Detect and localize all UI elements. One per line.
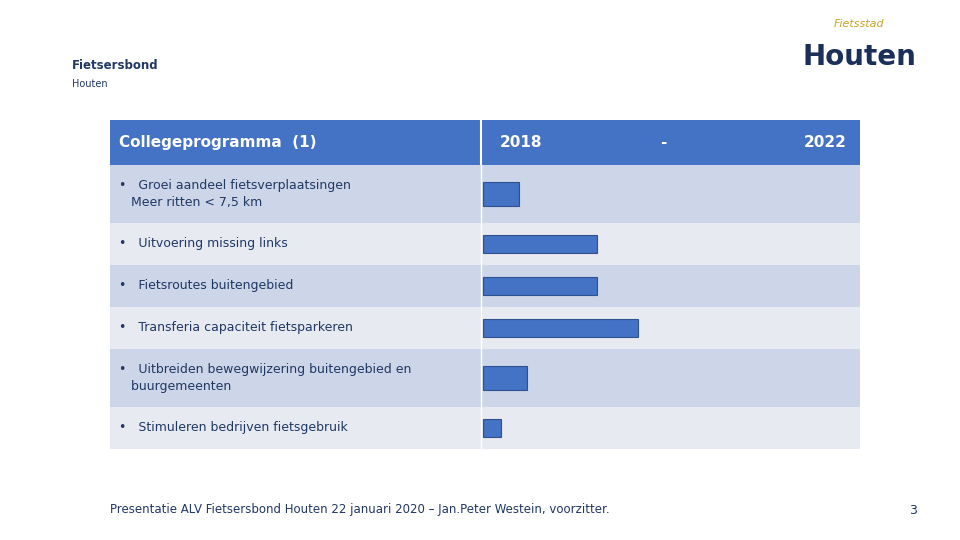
- Text: Fietsstad: Fietsstad: [834, 19, 884, 29]
- Text: Houten: Houten: [72, 79, 108, 89]
- Text: •   Groei aandeel fietsverplaatsingen
   Meer ritten < 7,5 km: • Groei aandeel fietsverplaatsingen Meer…: [119, 179, 350, 209]
- Text: Collegeprogramma  (1): Collegeprogramma (1): [119, 135, 317, 150]
- Text: -: -: [660, 135, 666, 150]
- Text: 2022: 2022: [804, 135, 847, 150]
- Text: •   Fietsroutes buitengebied: • Fietsroutes buitengebied: [119, 280, 294, 293]
- FancyBboxPatch shape: [483, 235, 597, 253]
- Text: 3: 3: [909, 503, 917, 516]
- Text: •   Transferia capaciteit fietsparkeren: • Transferia capaciteit fietsparkeren: [119, 321, 353, 334]
- Text: •   Uitvoering missing links: • Uitvoering missing links: [119, 238, 288, 251]
- FancyBboxPatch shape: [483, 419, 501, 437]
- Text: •   Stimuleren bedrijven fietsgebruik: • Stimuleren bedrijven fietsgebruik: [119, 422, 348, 435]
- Text: •   Uitbreiden bewegwijzering buitengebied en
   buurgemeenten: • Uitbreiden bewegwijzering buitengebied…: [119, 363, 412, 393]
- FancyBboxPatch shape: [483, 319, 638, 337]
- Text: 2018: 2018: [500, 135, 542, 150]
- FancyBboxPatch shape: [483, 366, 527, 390]
- FancyBboxPatch shape: [483, 182, 519, 206]
- Text: Presentatie ALV Fietsersbond Houten 22 januari 2020 – Jan.Peter Westein, voorzit: Presentatie ALV Fietsersbond Houten 22 j…: [110, 503, 610, 516]
- Text: Fietsersbond: Fietsersbond: [72, 59, 158, 72]
- FancyBboxPatch shape: [483, 277, 597, 295]
- Text: Houten: Houten: [803, 43, 916, 71]
